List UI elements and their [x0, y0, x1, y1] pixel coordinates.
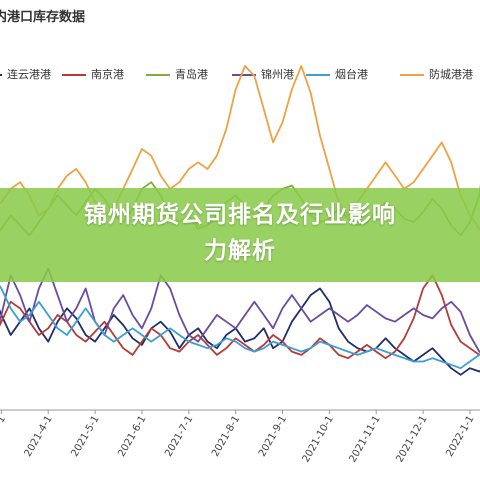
x-tick-label: 2021-5-1	[69, 414, 101, 459]
legend-swatch	[146, 74, 170, 76]
x-tick-label: 2021-8-1	[210, 414, 242, 459]
legend-swatch	[400, 74, 424, 76]
legend-swatch	[62, 74, 86, 76]
series-line-2	[0, 274, 480, 360]
legend-swatch	[306, 74, 330, 76]
legend-label: 锦州港	[261, 68, 294, 81]
x-tick-label: 2021-6-1	[116, 414, 148, 459]
series-line-4	[0, 267, 480, 354]
x-tick-label: 2022-1-1	[444, 414, 476, 459]
x-tick-label: 2021-11-1	[347, 414, 382, 464]
legend-label: 青岛港	[175, 68, 208, 81]
overlay-headline-line-1: 锦州期货公司排名及行业影响	[84, 202, 396, 228]
legend-label: 南京港	[91, 68, 124, 81]
legend-swatch	[0, 74, 2, 76]
overlay-banner	[0, 188, 480, 282]
series-line-1	[0, 287, 480, 376]
x-tick-label: 2021-10-1	[301, 414, 336, 464]
legend-swatch	[232, 74, 256, 76]
series-line-5	[0, 284, 480, 370]
x-tick-label: 2021-4-1	[23, 414, 55, 459]
chart-title: 内港口库存数据	[0, 10, 86, 25]
x-tick-label: 2021-12-1	[394, 414, 429, 464]
x-tick-label: 2021-9-1	[257, 414, 289, 459]
x-tick-label: 2021-7-1	[163, 414, 195, 459]
overlay-headline: 锦州期货公司排名及行业影响 力解析	[0, 197, 480, 269]
legend-label: 连云港港	[7, 68, 51, 81]
x-tick-label: 2021-3-1	[0, 414, 8, 459]
series-line-6	[0, 65, 480, 232]
legend-label: 烟台港	[335, 68, 368, 81]
overlay-headline-line-2: 力解析	[204, 238, 276, 264]
legend-label: 防城港港	[429, 68, 473, 81]
